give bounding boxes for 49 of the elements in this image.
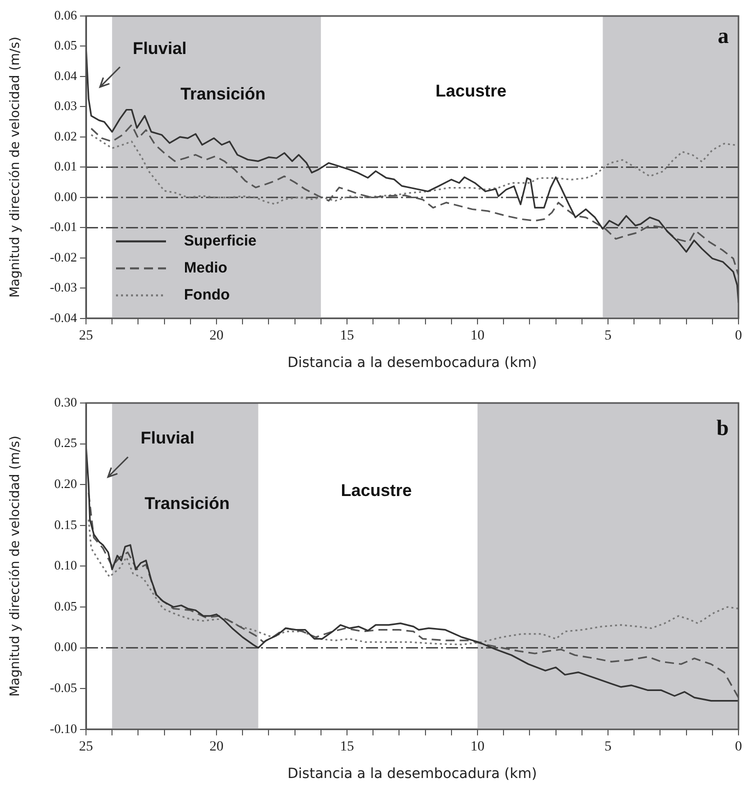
annotation: Lacustre <box>340 480 412 500</box>
line-series <box>88 518 738 646</box>
x-tick-label: 25 <box>79 739 93 754</box>
line-series <box>90 134 737 205</box>
y-tick-label: 0.25 <box>54 435 77 450</box>
x-tick-label: 15 <box>340 328 354 344</box>
annotation: Lacustre <box>436 81 506 100</box>
annotation: Transición <box>180 84 266 104</box>
y-tick-label: 0.01 <box>54 158 77 174</box>
annotation: Fluvial <box>132 38 187 58</box>
y-tick-label: 0.06 <box>54 7 78 22</box>
y-tick-label: 0.00 <box>54 639 77 654</box>
legend-label: Fondo <box>184 286 230 304</box>
y-tick-label: 0.30 <box>54 394 77 410</box>
y-tick-label: 0.04 <box>54 68 78 83</box>
x-tick-label: 0 <box>735 328 742 344</box>
x-tick-label: 5 <box>604 328 612 344</box>
x-tick-label: 0 <box>735 739 742 754</box>
y-axis-title: Magnitud y dirección de velocidad (m/s) <box>8 36 24 298</box>
y-tick-label: 0.03 <box>54 98 77 114</box>
y-tick-label: 0.20 <box>54 476 77 492</box>
x-tick-label: 20 <box>210 739 224 754</box>
annotation: Transición <box>144 494 230 513</box>
x-tick-label: 15 <box>340 739 354 754</box>
y-tick-label: -0.10 <box>50 720 77 736</box>
y-tick-label: -0.02 <box>50 249 77 264</box>
y-tick-label: 0.15 <box>54 516 77 532</box>
y-tick-label: 0.00 <box>54 188 77 204</box>
legend-label: Superficie <box>184 232 257 250</box>
annotation: Fluvial <box>140 428 194 448</box>
annotation: b <box>716 414 729 440</box>
y-tick-label: -0.04 <box>50 310 78 325</box>
x-tick-label: 20 <box>210 328 224 344</box>
y-tick-label: -0.03 <box>50 280 77 295</box>
y-tick-label: 0.02 <box>54 128 77 144</box>
y-tick-label: 0.10 <box>54 558 77 573</box>
y-tick-label: -0.05 <box>50 680 77 696</box>
y-tick-label: 0.05 <box>54 598 77 614</box>
y-tick-label: 0.05 <box>54 38 77 53</box>
legend-label: Medio <box>184 260 228 277</box>
x-axis-title: Distancia a la desembocadura (km) <box>288 355 537 372</box>
annotation: a <box>718 22 729 48</box>
x-tick-label: 5 <box>604 739 612 754</box>
y-axis-title: Magnitud y dirección de velocidad (m/s) <box>8 436 24 697</box>
y-tick-label: -0.01 <box>50 219 77 234</box>
x-tick-label: 10 <box>470 328 484 344</box>
x-tick-label: 10 <box>470 739 484 754</box>
x-axis-title: Distancia a la desembocadura (km) <box>288 766 537 782</box>
x-tick-label: 25 <box>79 328 93 344</box>
